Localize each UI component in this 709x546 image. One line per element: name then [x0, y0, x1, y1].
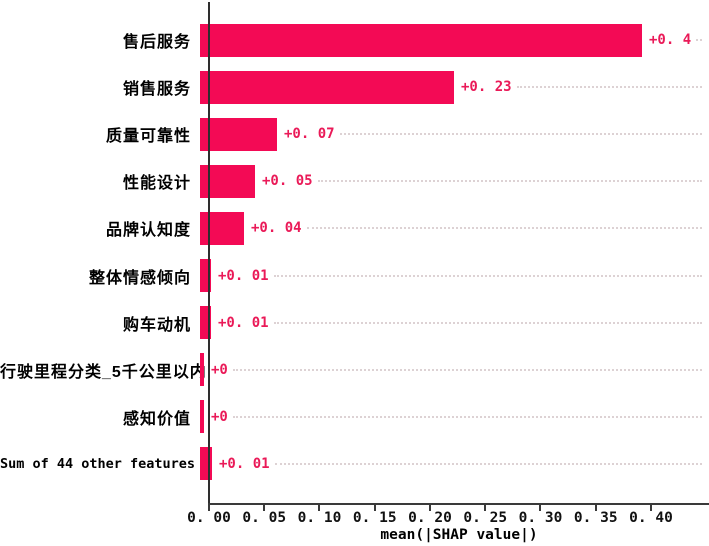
x-tick-mark	[484, 505, 487, 511]
x-tick-mark	[649, 505, 652, 511]
x-axis-line	[208, 503, 709, 505]
category-label: 购车动机	[122, 316, 191, 334]
category-label: 行驶里程分类_5千公里以内	[0, 363, 207, 381]
value-bar	[200, 117, 277, 151]
bar-row: 销售服务 +0. 23	[0, 64, 705, 111]
value-label: +0. 04	[251, 220, 302, 237]
category-label: 销售服务	[122, 81, 191, 99]
bar-row: 行驶里程分类_5千公里以内 +0	[0, 346, 705, 393]
dotted-gridline	[306, 227, 702, 230]
value-bar	[200, 70, 454, 104]
value-label: +0. 01	[219, 455, 270, 472]
x-tick-label: 0. 25	[463, 510, 508, 526]
x-tick-mark	[373, 505, 376, 511]
value-bar	[200, 353, 204, 387]
value-label: +0	[211, 361, 228, 378]
bar-row: 感知价值 +0	[0, 393, 705, 440]
x-tick-mark	[428, 505, 431, 511]
y-axis-line	[208, 2, 210, 509]
x-axis-title: mean(|SHAP value|)	[380, 527, 538, 543]
x-tick-label: 0. 10	[297, 510, 342, 526]
value-label: +0. 01	[218, 314, 269, 331]
value-bar	[200, 400, 204, 434]
value-bar	[200, 447, 212, 481]
x-tick-label: 0. 20	[408, 510, 452, 526]
value-label: +0. 4	[649, 32, 692, 48]
x-tick-mark	[318, 505, 321, 511]
dotted-gridline	[696, 39, 702, 41]
dotted-gridline	[317, 180, 702, 183]
value-bar	[200, 259, 211, 292]
dotted-gridline	[273, 321, 702, 324]
x-tick-label: 0. 30	[518, 510, 563, 526]
dotted-gridline	[273, 274, 702, 277]
value-label: +0	[211, 408, 228, 425]
x-tick-label: 0. 15	[352, 510, 397, 526]
x-tick-label: 0. 40	[629, 510, 673, 526]
x-tick-label: 0. 00	[187, 510, 231, 526]
bar-row: 整体情感倾向 +0. 01	[0, 252, 705, 299]
category-label: 品牌认知度	[105, 222, 191, 240]
dotted-gridline	[232, 415, 702, 418]
x-tick-mark	[208, 505, 210, 511]
bar-row: 质量可靠性 +0. 07	[0, 111, 705, 158]
value-bar	[200, 306, 211, 340]
x-tick-mark	[263, 505, 266, 511]
dotted-gridline	[274, 462, 702, 465]
value-label: +0. 07	[284, 126, 335, 143]
x-tick-mark	[594, 505, 597, 511]
value-label: +0. 01	[218, 267, 269, 284]
x-tick-label: 0. 05	[242, 510, 287, 526]
category-label: 性能设计	[122, 175, 191, 193]
bar-row: 购车动机 +0. 01	[0, 299, 705, 346]
x-tick-mark	[539, 505, 542, 511]
dotted-gridline	[232, 368, 702, 371]
category-label: 感知价值	[122, 410, 191, 428]
value-label: +0. 23	[461, 79, 512, 96]
dotted-gridline	[339, 133, 702, 136]
bar-row: Sum of 44 other features +0. 01	[0, 440, 705, 487]
bar-row: 性能设计 +0. 05	[0, 158, 705, 205]
category-label: 整体情感倾向	[88, 269, 191, 287]
value-label: +0. 05	[262, 173, 313, 190]
dotted-gridline	[516, 86, 702, 89]
value-bar	[200, 23, 642, 57]
bar-row: 售后服务 +0. 4	[0, 17, 705, 64]
category-label: 质量可靠性	[105, 128, 191, 146]
category-label: Sum of 44 other features	[0, 455, 196, 472]
bar-row: 品牌认知度 +0. 04	[0, 205, 705, 252]
category-label: 售后服务	[122, 34, 191, 51]
x-tick-label: 0. 35	[573, 510, 618, 526]
value-bar	[200, 211, 244, 245]
